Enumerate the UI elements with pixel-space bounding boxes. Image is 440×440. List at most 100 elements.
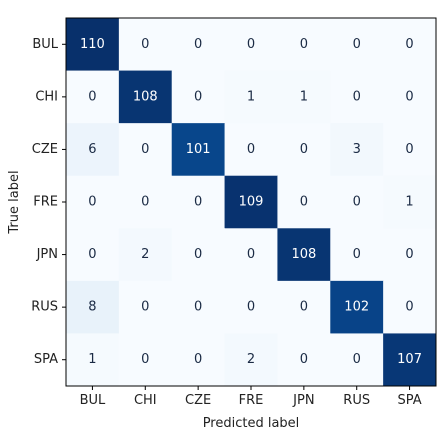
cell-value-label: 0 [141, 142, 149, 157]
heatmap-cell [224, 333, 278, 387]
cell-value-label: 102 [344, 300, 369, 315]
cell-value-label: 0 [194, 352, 202, 367]
heatmap-cell [330, 70, 384, 124]
cell-value-label: 107 [397, 352, 422, 367]
y-axis-ticks: BUL CHI CZE FRE JPN RUS SPA [31, 37, 66, 367]
heatmap-cell [171, 70, 226, 124]
cell-value-label: 0 [194, 37, 202, 52]
cell-value-label: 1 [247, 89, 255, 104]
heatmap-cell [118, 175, 173, 229]
cell-value-label: 0 [405, 142, 413, 157]
heatmap-cell [383, 70, 437, 124]
y-tick-label: FRE [33, 195, 58, 210]
heatmap-cell [277, 70, 331, 124]
heatmap-cell [277, 280, 331, 334]
heatmap-cell [224, 123, 278, 177]
heatmap-cell [66, 228, 120, 282]
x-tick-label: SPA [397, 393, 421, 408]
heatmap-cell [383, 18, 437, 72]
x-tick-label: BUL [80, 393, 106, 408]
cell-value-label: 109 [239, 195, 264, 210]
y-tick-label: CZE [32, 142, 58, 157]
cell-value-label: 0 [300, 142, 308, 157]
heatmap-cell [383, 175, 437, 229]
y-tick-label: JPN [36, 247, 58, 262]
heatmap-cell [118, 280, 173, 334]
heatmap-cell [224, 18, 278, 72]
y-tick-label: SPA [34, 352, 58, 367]
heatmap-cell [330, 123, 384, 177]
heatmap-cell [66, 175, 120, 229]
cell-value-label: 0 [300, 352, 308, 367]
heatmap-cell [171, 280, 226, 334]
cell-value-label: 101 [186, 142, 211, 157]
cell-value-label: 2 [141, 247, 149, 262]
heatmap-cell [330, 280, 384, 334]
cell-value-label: 1 [88, 352, 96, 367]
cell-value-label: 0 [194, 247, 202, 262]
heatmap-cell [118, 70, 173, 124]
cell-value-label: 0 [247, 37, 255, 52]
cell-value-label: 0 [88, 89, 96, 104]
heatmap-cell [383, 333, 437, 387]
cell-value-label: 0 [405, 89, 413, 104]
heatmap-cell [224, 228, 278, 282]
heatmap-cell [66, 18, 120, 72]
cell-value-label: 0 [353, 195, 361, 210]
heatmap-cell [277, 175, 331, 229]
cell-value-label: 0 [353, 352, 361, 367]
heatmap-cell [171, 228, 226, 282]
cell-value-label: 0 [247, 247, 255, 262]
heatmap-cell [66, 280, 120, 334]
cell-value-label: 0 [141, 195, 149, 210]
cell-value-label: 0 [300, 300, 308, 315]
cell-value-label: 0 [353, 37, 361, 52]
cell-value-label: 0 [405, 37, 413, 52]
heatmap-cell [277, 123, 331, 177]
cell-value-label: 2 [247, 352, 255, 367]
cell-value-label: 1 [300, 89, 308, 104]
cell-value-label: 0 [194, 89, 202, 104]
cell-value-label: 0 [141, 300, 149, 315]
cell-value-label: 0 [247, 142, 255, 157]
cell-value-label: 0 [300, 195, 308, 210]
cell-value-label: 3 [353, 142, 361, 157]
heatmap-cell [330, 228, 384, 282]
heatmap-cell [277, 228, 331, 282]
y-tick-label: RUS [31, 300, 58, 315]
x-tick-label: FRE [239, 393, 264, 408]
heatmap-cell [66, 123, 120, 177]
cell-value-label: 0 [88, 247, 96, 262]
heatmap-cell [330, 333, 384, 387]
heatmap-cell [224, 280, 278, 334]
cell-value-label: 0 [141, 352, 149, 367]
heatmap-cell [66, 333, 120, 387]
cell-value-label: 0 [194, 195, 202, 210]
cell-value-label: 0 [405, 247, 413, 262]
heatmap-cell [118, 123, 173, 177]
cell-value-label: 0 [353, 89, 361, 104]
x-axis-ticks: BUL CHI CZE FRE JPN RUS SPA [80, 386, 422, 408]
heatmap-cell [171, 18, 226, 72]
heatmap-cell [171, 175, 226, 229]
heatmap-cell [277, 18, 331, 72]
cell-value-label: 110 [80, 37, 105, 52]
heatmap-cell [277, 333, 331, 387]
heatmap-cell [383, 228, 437, 282]
cell-value-label: 0 [141, 37, 149, 52]
heatmap-cell [171, 123, 226, 177]
cell-value-label: 0 [194, 300, 202, 315]
heatmap-cell [224, 70, 278, 124]
x-tick-label: JPN [292, 393, 314, 408]
cell-value-label: 0 [247, 300, 255, 315]
y-tick-label: CHI [35, 89, 58, 104]
cell-value-label: 8 [88, 300, 96, 315]
y-axis-label: True label [7, 170, 22, 234]
heatmap-cell [224, 175, 278, 229]
heatmap-cell [118, 228, 173, 282]
heatmap-cell [383, 123, 437, 177]
cell-value-label: 0 [353, 247, 361, 262]
cell-value-label: 1 [405, 195, 413, 210]
heatmap-cell [171, 333, 226, 387]
